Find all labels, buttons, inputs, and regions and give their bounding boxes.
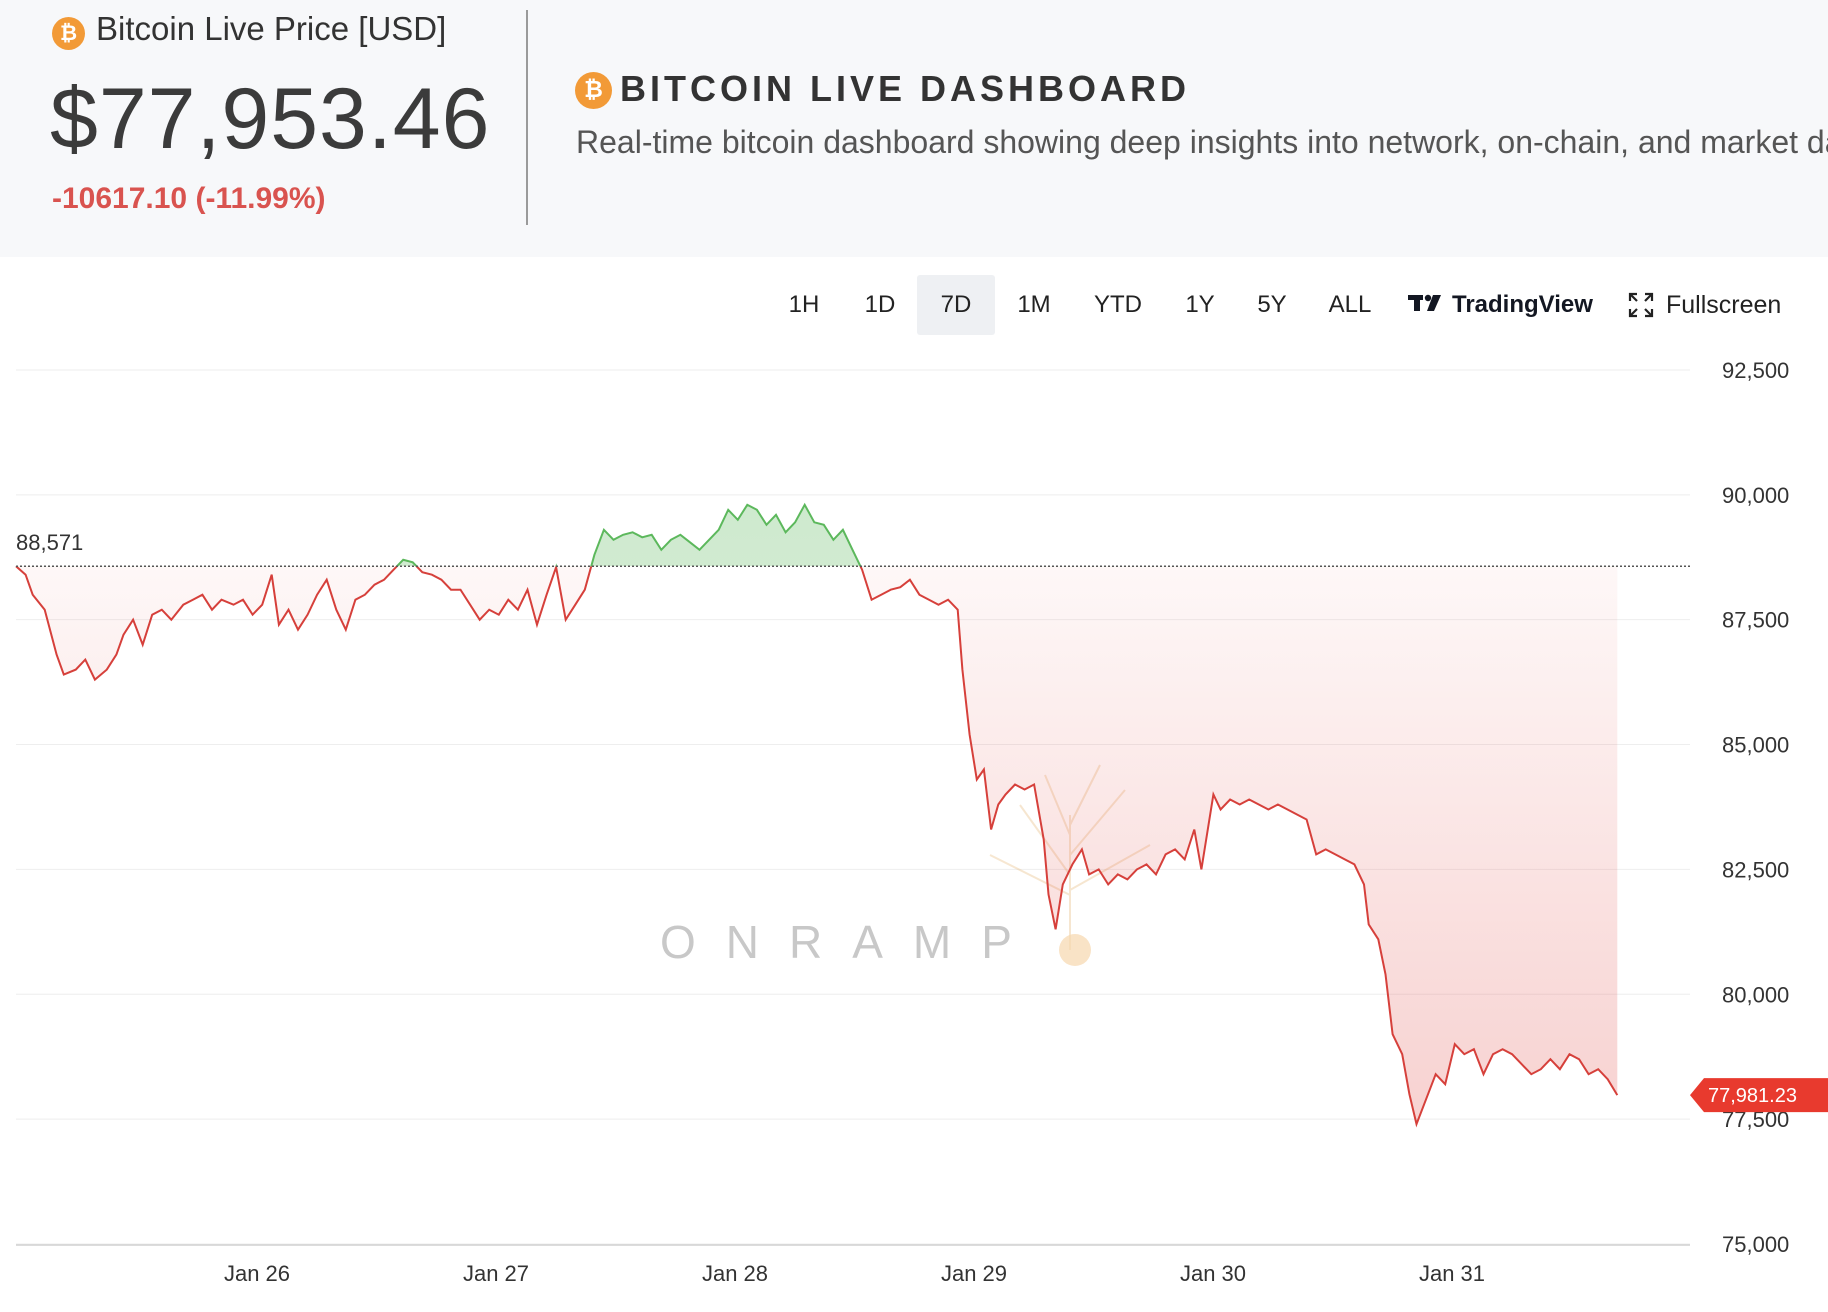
dashboard-title: BITCOIN LIVE DASHBOARD (620, 68, 1191, 109)
x-tick-label: Jan 29 (941, 1261, 1007, 1286)
range-1d-button[interactable]: 1D (864, 291, 896, 318)
price-change: -10617.10 (-11.99%) (52, 182, 326, 215)
y-tick-label: 75,000 (1722, 1232, 1789, 1257)
x-tick-label: Jan 27 (463, 1261, 529, 1286)
price-line-down (15, 566, 1619, 1128)
area-above-baseline (396, 504, 861, 567)
range-ytd-button[interactable]: YTD (1094, 291, 1142, 318)
price-line-up (16, 502, 862, 567)
y-tick-label: 87,500 (1722, 608, 1789, 633)
range-5y-button[interactable]: 5Y (1257, 291, 1287, 318)
bitcoin-icon: ₿ (52, 17, 85, 50)
y-tick-label: 82,500 (1722, 857, 1789, 882)
price-chart[interactable]: ONRAMP 88,571 75,00077,50080,00082,50085… (0, 335, 1828, 1312)
range-1y-button[interactable]: 1Y (1185, 291, 1215, 318)
price-label: Bitcoin Live Price [USD] (96, 10, 447, 47)
watermark-text: ONRAMP (660, 916, 1042, 968)
x-axis-labels: Jan 26 Jan 27 Jan 28 Jan 29 Jan 30 Jan 31 (224, 1261, 1485, 1286)
y-axis: 75,00077,50080,00082,50085,00087,50090,0… (1722, 358, 1789, 1257)
range-1m-button[interactable]: 1M (1017, 291, 1051, 318)
price-series (15, 502, 1619, 1128)
y-tick-label: 92,500 (1722, 358, 1789, 383)
last-price-label: 77,981.23 (1708, 1085, 1797, 1107)
tradingview-link[interactable]: TradingView (1452, 291, 1593, 318)
x-tick-label: Jan 31 (1419, 1261, 1485, 1286)
fullscreen-button[interactable]: Fullscreen (1666, 291, 1782, 319)
y-tick-label: 80,000 (1722, 982, 1789, 1007)
fullscreen-icon[interactable] (1628, 292, 1654, 318)
tradingview-logo-icon[interactable] (1408, 293, 1444, 315)
range-all-button[interactable]: ALL (1328, 291, 1372, 318)
y-tick-label: 90,000 (1722, 483, 1789, 508)
onramp-watermark: ONRAMP (660, 764, 1151, 968)
range-1h-button[interactable]: 1H (788, 291, 820, 318)
baseline-label: 88,571 (16, 530, 83, 555)
x-tick-label: Jan 28 (702, 1261, 768, 1286)
dashboard-subtitle: Real-time bitcoin dashboard showing deep… (576, 124, 1828, 160)
x-tick-label: Jan 26 (224, 1261, 290, 1286)
price-header: ₿ Bitcoin Live Price [USD] $77,953.46 -1… (0, 0, 1828, 257)
bitcoin-icon: ₿ (575, 72, 612, 109)
header-divider (526, 10, 528, 225)
x-tick-label: Jan 30 (1180, 1261, 1246, 1286)
last-price-badge: 77,981.23 (1690, 1078, 1828, 1113)
chart-toolbar: 1H 1D 7D 1M YTD 1Y 5Y ALL TradingView Fu… (0, 275, 1828, 335)
y-tick-label: 85,000 (1722, 733, 1789, 758)
range-7d-button[interactable]: 7D (917, 275, 995, 335)
live-price: $77,953.46 (50, 71, 491, 167)
area-below-baseline (16, 566, 1618, 1125)
